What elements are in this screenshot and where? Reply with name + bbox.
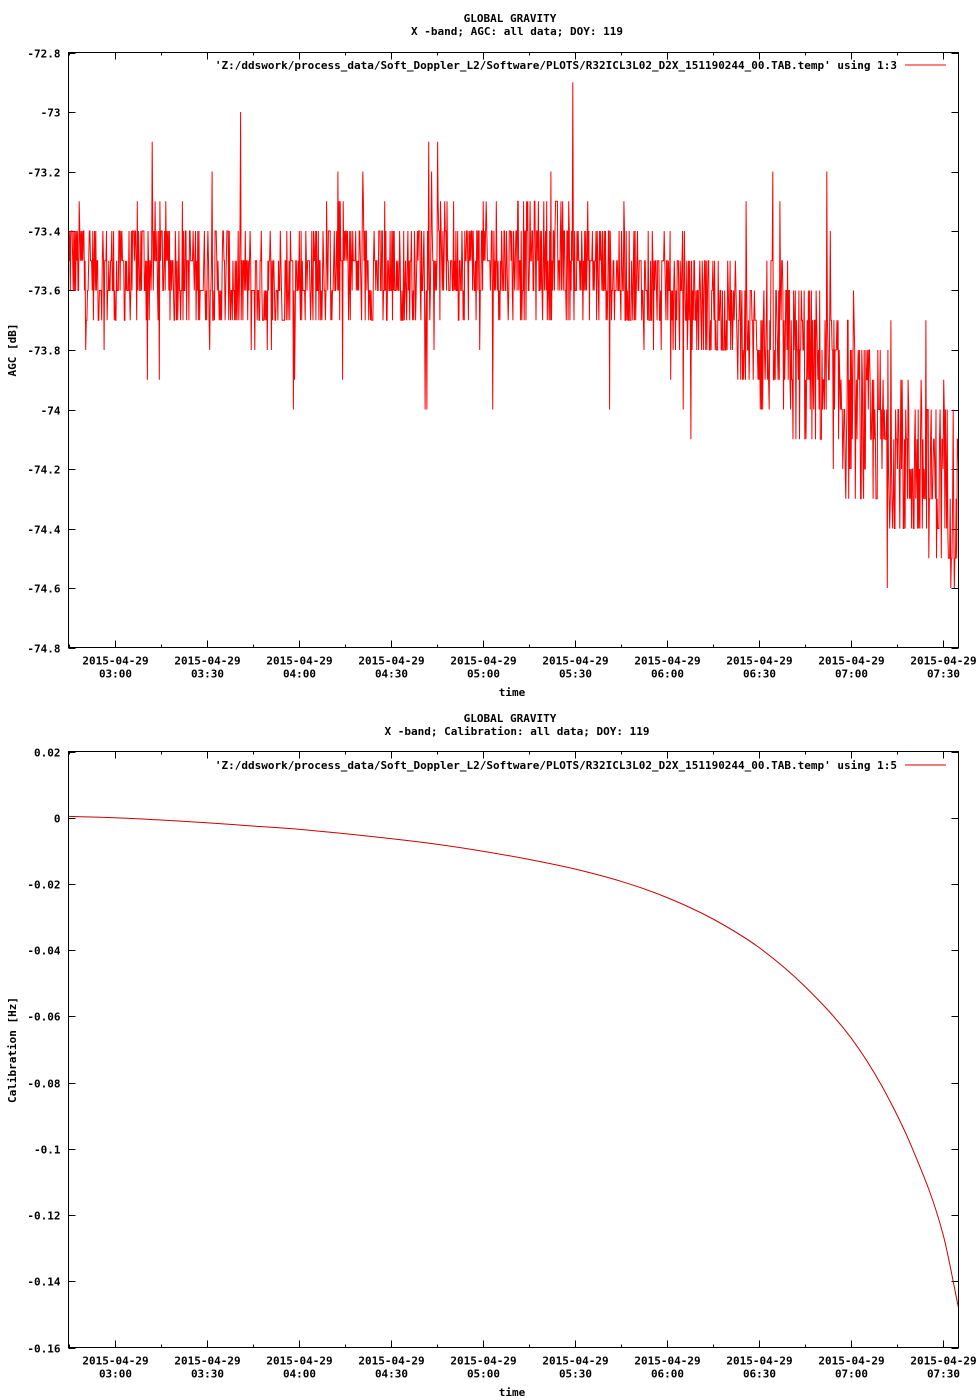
y-tick-label: -74.6 xyxy=(27,583,60,596)
x-tick-date: 2015-04-29 xyxy=(726,1355,792,1368)
legend-label: 'Z:/ddswork/process_data/Soft_Doppler_L2… xyxy=(215,59,897,72)
y-axis-label: Calibration [Hz] xyxy=(6,997,19,1103)
x-tick-time: 06:30 xyxy=(743,668,776,681)
x-tick-date: 2015-04-29 xyxy=(542,1355,608,1368)
x-tick-date: 2015-04-29 xyxy=(174,655,240,668)
x-tick-time: 04:00 xyxy=(283,1368,316,1381)
x-tick-date: 2015-04-29 xyxy=(450,655,516,668)
agc-chart: GLOBAL GRAVITY X -band; AGC: all data; D… xyxy=(6,12,977,699)
x-tick-date: 2015-04-29 xyxy=(634,655,700,668)
y-tick-label: 0 xyxy=(54,813,61,826)
y-tick-label: -74.8 xyxy=(27,643,60,656)
y-tick-label: -0.06 xyxy=(27,1011,60,1024)
x-tick-date: 2015-04-29 xyxy=(726,655,792,668)
x-tick-date: 2015-04-29 xyxy=(450,1355,516,1368)
x-tick-time: 06:30 xyxy=(743,1368,776,1381)
agc-series-line xyxy=(68,82,959,589)
x-tick-date: 2015-04-29 xyxy=(266,1355,332,1368)
x-tick-time: 04:30 xyxy=(375,1368,408,1381)
plot-frame xyxy=(68,751,959,1348)
y-tick-label: -72.8 xyxy=(27,48,60,61)
x-tick-date: 2015-04-29 xyxy=(174,1355,240,1368)
x-tick-date: 2015-04-29 xyxy=(818,655,884,668)
y-tick-label: -74.2 xyxy=(27,464,60,477)
y-tick-label: -74.4 xyxy=(27,524,60,537)
x-tick-time: 07:00 xyxy=(835,1368,868,1381)
y-tick-label: -73.2 xyxy=(27,167,60,180)
x-tick-date: 2015-04-29 xyxy=(634,1355,700,1368)
y-tick-label: -0.08 xyxy=(27,1078,60,1091)
axis-ticks: -72.8 -73 -73.2 -73.4 -73.6 -73.8 -74 -74.2 -74.… xyxy=(27,48,976,681)
y-tick-label: -0.12 xyxy=(27,1210,60,1223)
chart-subtitle: X -band; AGC: all data; DOY: 119 xyxy=(411,25,623,38)
plot-frame xyxy=(68,52,959,648)
x-tick-time: 05:00 xyxy=(467,668,500,681)
y-tick-label: -73.6 xyxy=(27,285,60,298)
x-tick-date: 2015-04-29 xyxy=(358,655,424,668)
chart-subtitle: X -band; Calibration: all data; DOY: 119 xyxy=(385,725,650,738)
y-tick-label: -73.8 xyxy=(27,345,60,358)
x-tick-time: 03:30 xyxy=(191,1368,224,1381)
y-tick-label: -73.4 xyxy=(27,226,60,239)
x-tick-date: 2015-04-29 xyxy=(910,1355,976,1368)
x-tick-time: 06:00 xyxy=(651,668,684,681)
x-tick-date: 2015-04-29 xyxy=(542,655,608,668)
x-tick-time: 03:00 xyxy=(99,1368,132,1381)
x-tick-time: 04:00 xyxy=(283,668,316,681)
x-tick-date: 2015-04-29 xyxy=(818,1355,884,1368)
x-tick-date: 2015-04-29 xyxy=(358,1355,424,1368)
axis-ticks: 0.02 0 -0.02 -0.04 -0.06 -0.08 -0.1 -0.12 -0.14 -… xyxy=(27,747,976,1381)
x-tick-time: 06:00 xyxy=(651,1368,684,1381)
x-tick-time: 07:00 xyxy=(835,668,868,681)
x-tick-time: 07:30 xyxy=(927,1368,960,1381)
x-tick-time: 04:30 xyxy=(375,668,408,681)
y-tick-label: -0.02 xyxy=(27,879,60,892)
y-tick-label: -74 xyxy=(41,405,61,418)
y-tick-label: -0.04 xyxy=(27,945,60,958)
x-tick-date: 2015-04-29 xyxy=(910,655,976,668)
x-tick-time: 05:30 xyxy=(559,668,592,681)
x-tick-time: 05:00 xyxy=(467,1368,500,1381)
chart-title: GLOBAL GRAVITY xyxy=(464,712,557,725)
chart-title: GLOBAL GRAVITY xyxy=(464,12,557,25)
x-tick-time: 05:30 xyxy=(559,1368,592,1381)
calibration-series-line xyxy=(68,815,959,1308)
y-tick-label: -0.16 xyxy=(27,1343,60,1356)
x-tick-date: 2015-04-29 xyxy=(82,655,148,668)
calibration-chart: GLOBAL GRAVITY X -band; Calibration: all… xyxy=(6,712,977,1399)
x-tick-time: 03:00 xyxy=(99,668,132,681)
x-tick-date: 2015-04-29 xyxy=(82,1355,148,1368)
x-tick-time: 03:30 xyxy=(191,668,224,681)
y-tick-label: -0.1 xyxy=(34,1144,61,1157)
x-tick-time: 07:30 xyxy=(927,668,960,681)
x-axis-label: time xyxy=(499,686,526,699)
x-axis-label: time xyxy=(499,1386,526,1399)
y-tick-label: -73 xyxy=(41,107,61,120)
y-axis-label: AGC [dB] xyxy=(6,324,19,377)
y-tick-label: -0.14 xyxy=(27,1276,60,1289)
legend-label: 'Z:/ddswork/process_data/Soft_Doppler_L2… xyxy=(215,759,897,772)
x-tick-date: 2015-04-29 xyxy=(266,655,332,668)
y-tick-label: 0.02 xyxy=(34,747,61,760)
